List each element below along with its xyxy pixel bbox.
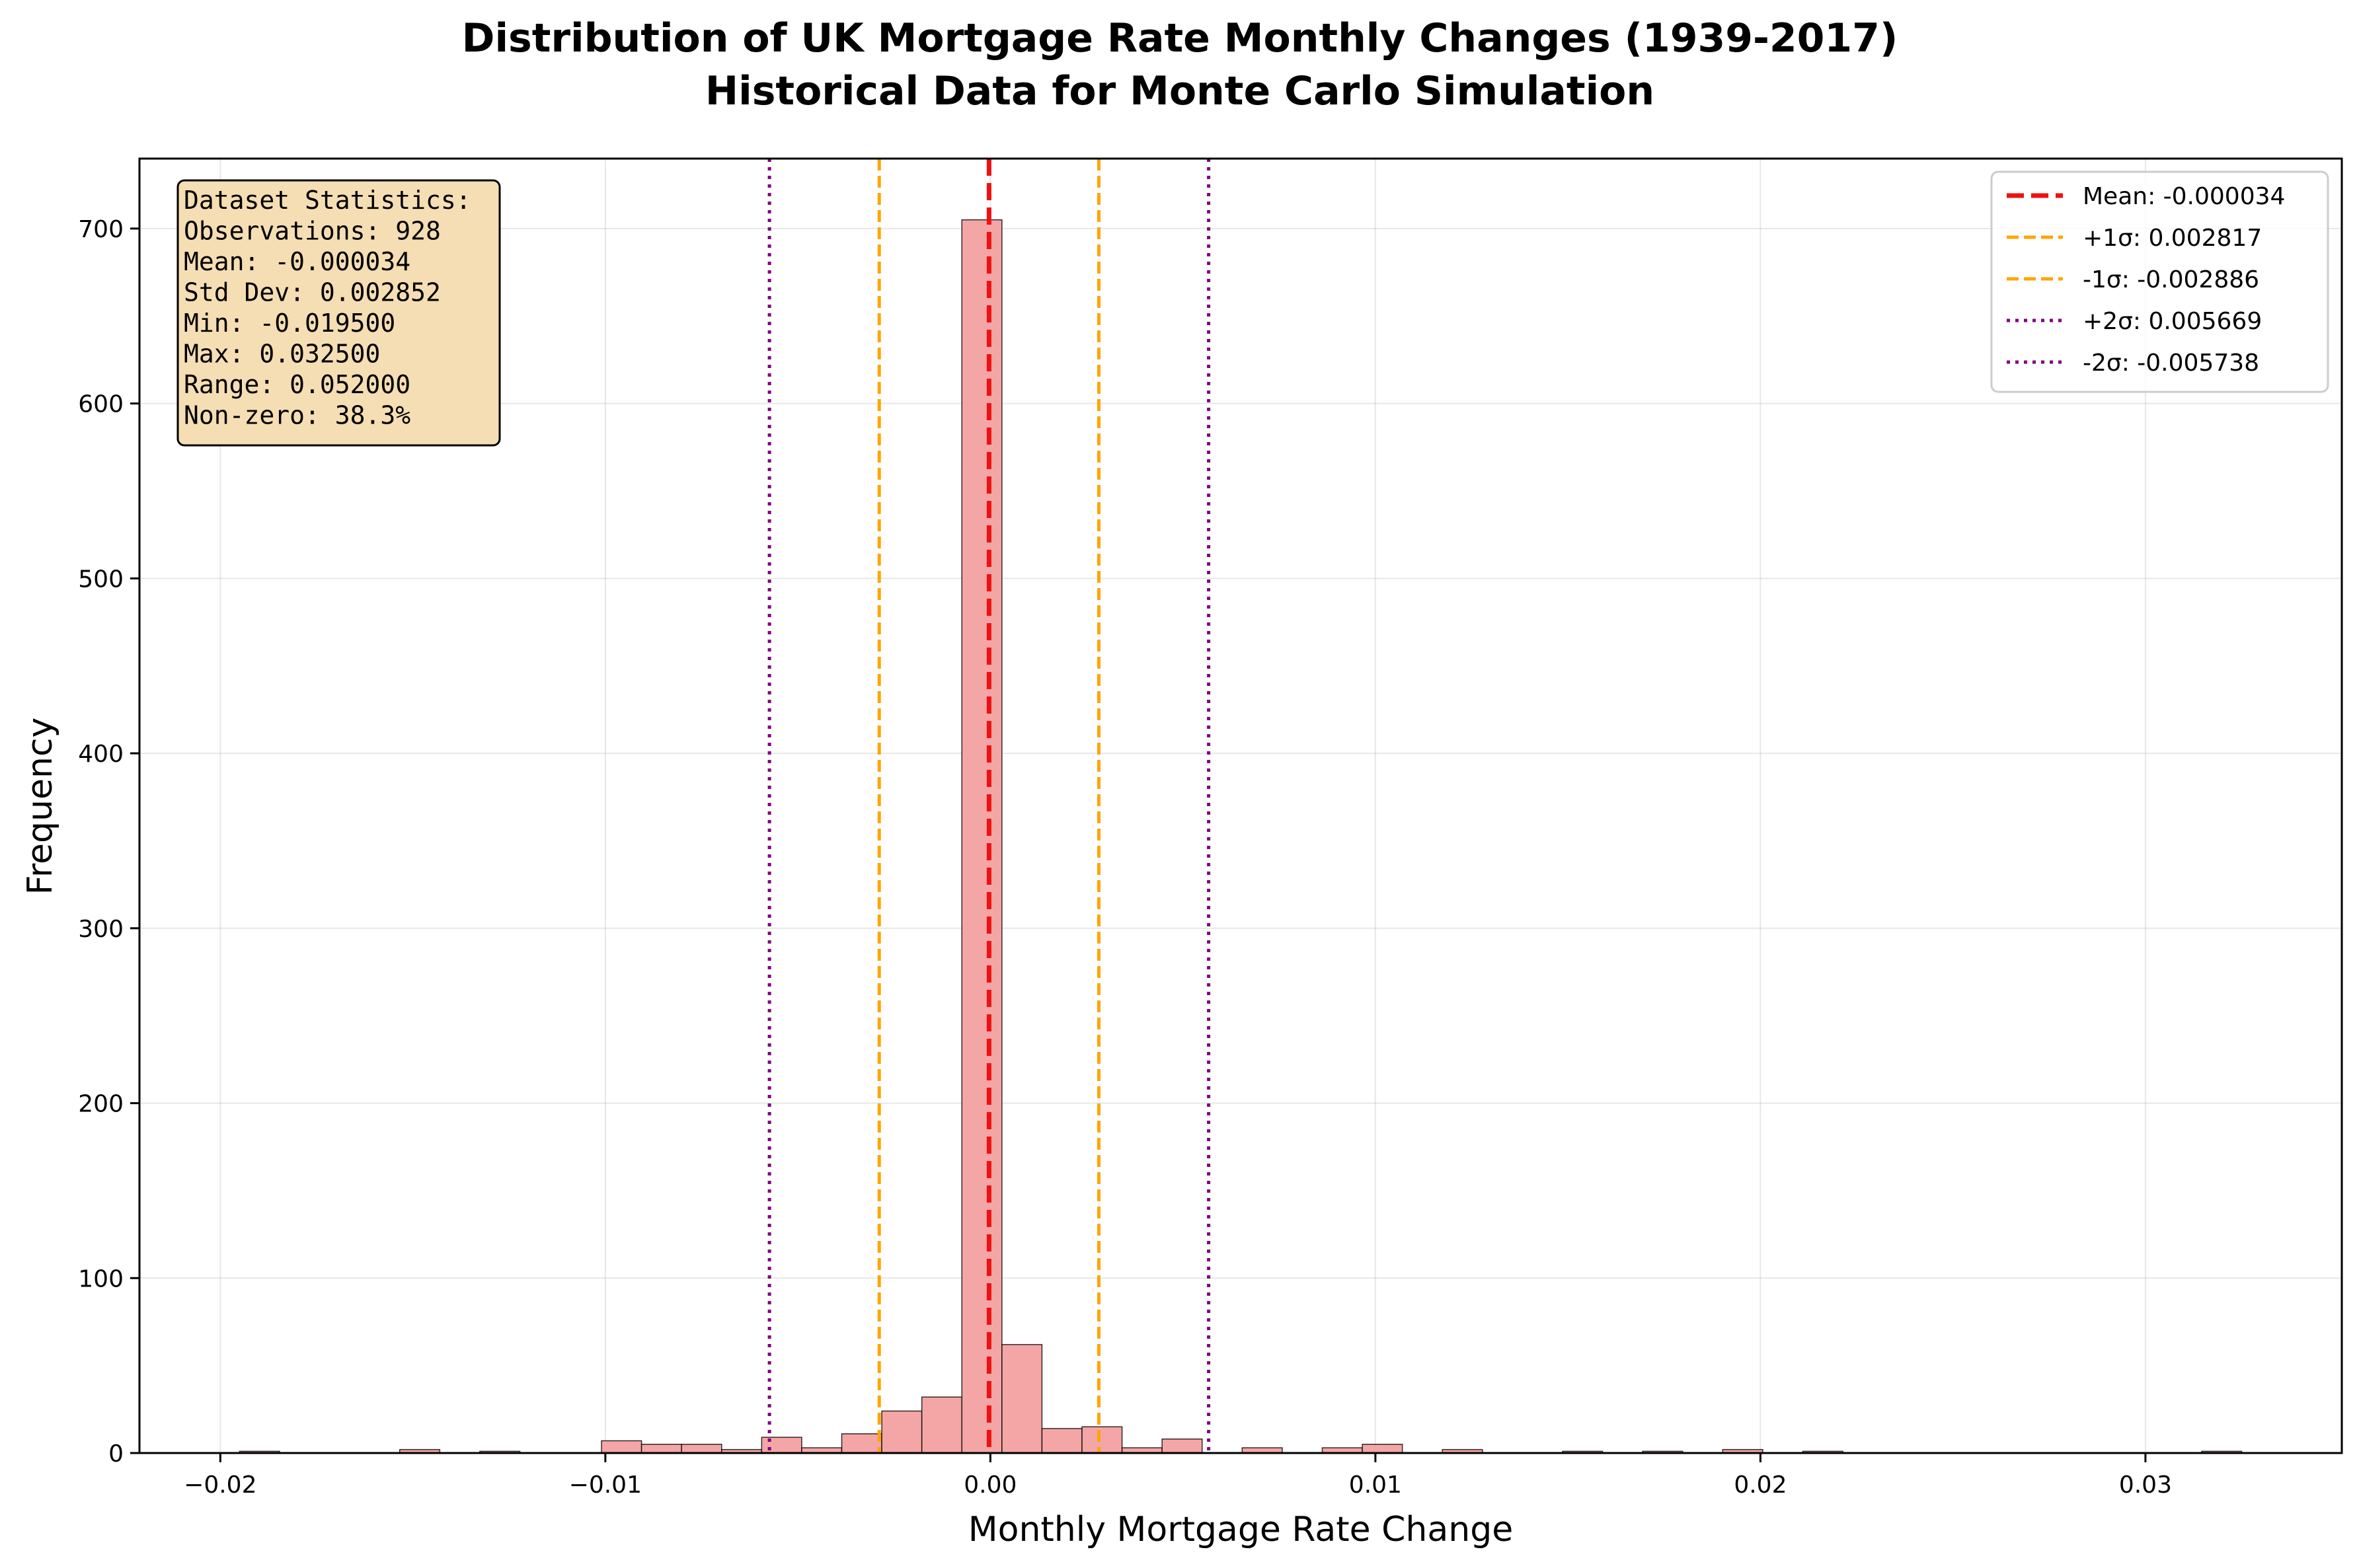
legend-label: +1σ: 0.002817 <box>2083 225 2262 252</box>
histogram-bar <box>1081 1426 1123 1454</box>
stats-line: Observations: 928 <box>184 217 441 246</box>
histogram-bar <box>640 1444 682 1454</box>
stats-line: Min: -0.019500 <box>184 309 395 338</box>
x-tick-label: −0.01 <box>569 1472 642 1499</box>
legend-items: Mean: -0.000034 +1σ: 0.002817 -1σ: -0.0028… <box>2007 183 2285 377</box>
chart-title: Distribution of UK Mortgage Rate Monthly… <box>462 15 1898 61</box>
chart-subtitle: Historical Data for Monte Carlo Simulati… <box>705 68 1654 114</box>
stats-line: Max: 0.032500 <box>184 340 380 369</box>
x-tick-label: −0.02 <box>184 1472 256 1499</box>
x-axis: −0.02 −0.01 0.00 0.01 0.02 0.03 <box>184 1453 2172 1499</box>
histogram-bar <box>1001 1344 1043 1454</box>
histogram-bar <box>961 219 1003 1454</box>
histogram-bar <box>881 1410 923 1454</box>
x-tick-label: 0.00 <box>964 1472 1017 1499</box>
legend-frame <box>1990 170 2329 393</box>
reference-lines <box>767 159 1211 1453</box>
histogram-bar <box>761 1437 802 1454</box>
stats-line: Mean: -0.000034 <box>184 247 410 276</box>
stats-box: Dataset Statistics:Observations: 928Mean… <box>176 179 501 447</box>
x-tick-label: 0.03 <box>2119 1472 2172 1499</box>
histogram-bar <box>841 1433 882 1454</box>
y-tick-label: 500 <box>78 566 124 593</box>
histogram-bar <box>681 1444 722 1454</box>
stats-line: Non-zero: 38.3% <box>184 401 410 430</box>
stats-box-lines: Dataset Statistics:Observations: 928Mean… <box>184 186 471 430</box>
histogram-bars <box>239 219 2243 1454</box>
legend-label: Mean: -0.000034 <box>2083 183 2285 210</box>
y-tick-label: 600 <box>78 391 124 418</box>
legend-label: -1σ: -0.002886 <box>2083 266 2259 293</box>
y-tick-label: 100 <box>78 1265 124 1292</box>
y-axis: 0 100 200 300 400 500 600 700 <box>78 216 139 1468</box>
histogram-bar <box>1362 1444 1403 1454</box>
stats-line: Dataset Statistics: <box>184 186 471 215</box>
plot-area-frame <box>138 157 2343 1454</box>
x-tick-label: 0.01 <box>1349 1472 1402 1499</box>
x-tick-label: 0.02 <box>1734 1472 1787 1499</box>
y-tick-label: 400 <box>78 741 124 768</box>
histogram-bar <box>921 1396 963 1454</box>
stats-line: Std Dev: 0.002852 <box>184 278 441 307</box>
legend: Mean: -0.000034 +1σ: 0.002817 -1σ: -0.0028… <box>1990 170 2329 393</box>
stats-line: Range: 0.052000 <box>184 370 410 399</box>
stats-box-background <box>176 179 501 447</box>
y-tick-label: 200 <box>78 1091 124 1118</box>
histogram-bar <box>1041 1428 1083 1454</box>
y-tick-label: 300 <box>78 916 124 943</box>
y-axis-label: Frequency <box>20 718 60 895</box>
y-tick-label: 0 <box>108 1440 124 1468</box>
y-tick-label: 700 <box>78 216 124 243</box>
histogram-bar <box>1161 1438 1203 1454</box>
legend-label: +2σ: 0.005669 <box>2083 308 2262 335</box>
x-axis-label: Monthly Mortgage Rate Change <box>968 1510 1513 1549</box>
legend-label: -2σ: -0.005738 <box>2083 350 2259 377</box>
histogram-bar <box>601 1440 642 1454</box>
